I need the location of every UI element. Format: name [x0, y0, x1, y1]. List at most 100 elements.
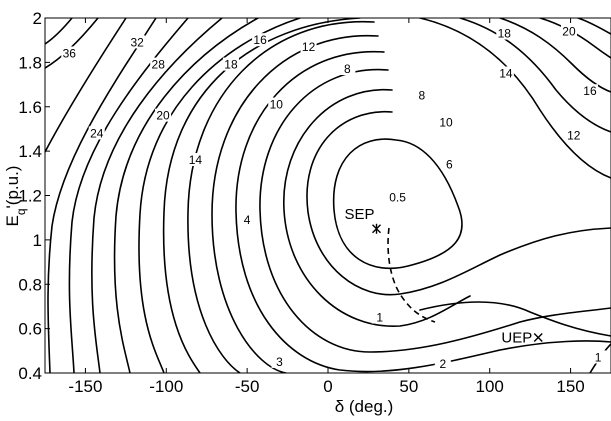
- y-tick-label: 0.4: [18, 364, 42, 383]
- contour-line: [332, 138, 463, 270]
- contour-label: 4: [244, 213, 251, 227]
- contour-line: [113, 18, 259, 373]
- contour-line: [539, 18, 611, 59]
- contour-label-bg: [560, 24, 577, 38]
- x-tick-label: 0: [323, 377, 332, 396]
- contour-label-bg: [565, 128, 582, 142]
- contour-label-bg: [187, 153, 204, 166]
- svg-text:Eq'(p.u.): Eq'(p.u.): [3, 166, 28, 227]
- contour-label-bg: [413, 88, 430, 102]
- contour-label: 18: [498, 27, 512, 41]
- contour-line: [68, 18, 189, 373]
- contour-line: [47, 18, 157, 373]
- contour-label-bg: [222, 57, 239, 71]
- y-tick-label: 1.4: [18, 142, 42, 161]
- contour-line: [235, 50, 611, 373]
- contour-line: [419, 18, 611, 179]
- contour-line: [187, 20, 375, 373]
- contour-labels: 363228242018161412108481060.518142016121…: [61, 24, 607, 371]
- contour-line: [419, 301, 611, 337]
- y-axis-title: Eq'(p.u.): [3, 166, 28, 227]
- contour-line: [211, 34, 379, 373]
- contour-label-bg: [61, 46, 78, 60]
- contour-label-bg: [441, 157, 458, 171]
- contour-label: 28: [152, 58, 166, 72]
- contour-label: 8: [418, 89, 425, 103]
- contour-label-bg: [497, 66, 514, 80]
- contour-label: 16: [253, 33, 267, 47]
- contour-label: 32: [130, 35, 144, 49]
- contour-label-bg: [434, 357, 451, 371]
- y-tick-label: 0.6: [18, 320, 42, 339]
- point-label: UEP: [501, 330, 532, 347]
- contour-label: 2: [439, 357, 446, 371]
- contour-label: 10: [270, 98, 284, 112]
- contour-label-bg: [150, 57, 167, 71]
- contour-line: [306, 111, 611, 296]
- x-axis-title: δ (deg.): [335, 397, 394, 416]
- contour-label-bg: [271, 354, 288, 368]
- trajectory-dashed-line: [387, 227, 436, 323]
- contour-label: 14: [189, 153, 203, 167]
- contour-label-bg: [88, 126, 105, 140]
- x-tick-label: -150: [68, 377, 102, 396]
- contour-line: [138, 18, 301, 373]
- contour-label: 6: [446, 157, 453, 171]
- contour-label: 1: [376, 311, 383, 325]
- contour-label-bg: [389, 190, 406, 204]
- x-tick-label: -50: [235, 377, 260, 396]
- contour-line: [577, 18, 611, 35]
- contour-label: 16: [583, 84, 597, 98]
- y-tick-label: 1: [33, 231, 42, 250]
- contour-label-bg: [129, 35, 146, 49]
- x-tick-label: 50: [399, 377, 418, 396]
- contour-label: 18: [224, 58, 238, 72]
- y-tick-label: 1.8: [18, 53, 42, 72]
- contour-line: [45, 18, 127, 153]
- x-tick-label: 100: [476, 377, 504, 396]
- contour-label: 10: [439, 115, 453, 129]
- contour-line: [259, 68, 611, 353]
- y-tick-label: 0.8: [18, 275, 42, 294]
- y-tick-label: 2: [33, 9, 42, 28]
- contour-label-bg: [339, 62, 356, 76]
- contour-label: 3: [276, 355, 283, 369]
- contour-label-bg: [438, 115, 455, 129]
- contour-label-bg: [268, 97, 285, 111]
- contour-label-bg: [300, 39, 317, 53]
- contour-label-bg: [371, 310, 388, 324]
- contour-label-bg: [239, 212, 256, 226]
- x-tick-label: 150: [556, 377, 584, 396]
- contour-line: [45, 18, 73, 45]
- contour-label-bg: [590, 350, 607, 364]
- contour-label: 20: [562, 24, 576, 38]
- contour-label: 36: [63, 47, 77, 61]
- y-axis-ticks: 0.4 0.6 0.8 1 1.2 1.4 1.6 1.8 2: [18, 9, 50, 383]
- contour-label: 20: [156, 109, 170, 123]
- contour-label: 1: [595, 350, 602, 364]
- contour-label: 14: [499, 66, 513, 80]
- contour-line: [283, 88, 471, 327]
- contour-lines: [45, 18, 611, 373]
- contour-line: [459, 18, 611, 133]
- y-tick-label: 1.6: [18, 98, 42, 117]
- contour-label: 0.5: [389, 191, 406, 205]
- contour-line: [45, 18, 99, 69]
- contour-label-bg: [155, 108, 172, 122]
- contour-label: 24: [90, 126, 104, 140]
- contour-label: 12: [302, 40, 316, 54]
- point-marker: [533, 333, 543, 342]
- equilibrium-points: SEP UEP: [344, 206, 543, 347]
- contour-label-bg: [252, 33, 269, 47]
- contour-label: 12: [567, 129, 581, 143]
- contour-line: [499, 18, 611, 93]
- y-tick-label: 1.2: [18, 187, 42, 206]
- x-tick-label: -100: [149, 377, 183, 396]
- contour-line: [162, 18, 361, 373]
- contour-line: [91, 18, 223, 373]
- point-label: SEP: [344, 206, 374, 223]
- x-axis-ticks: -150 -100 -50 0 50 100 150: [68, 18, 585, 396]
- contour-label: 8: [344, 62, 351, 76]
- contour-label-bg: [581, 84, 598, 98]
